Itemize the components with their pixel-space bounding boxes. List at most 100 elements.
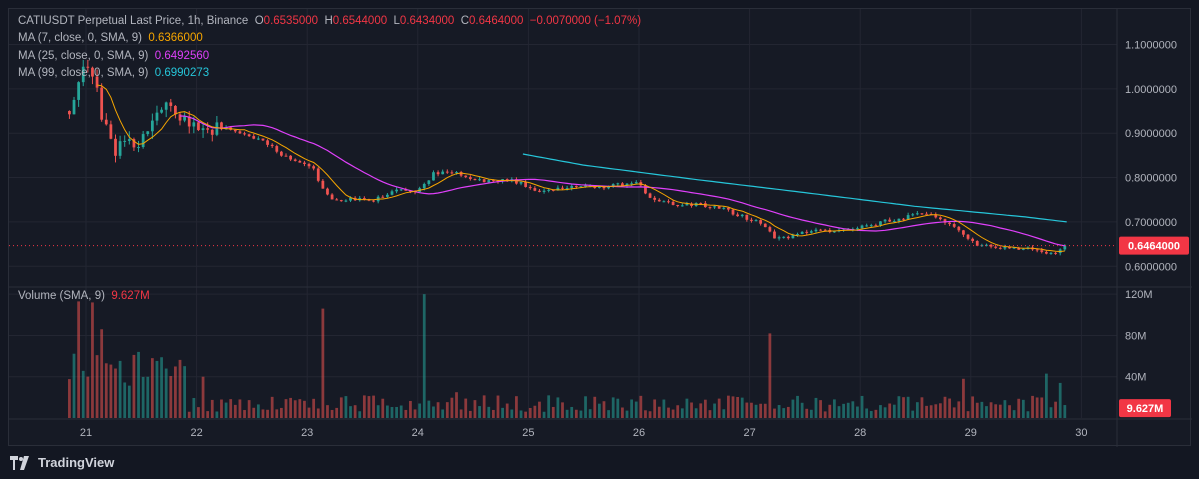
candle [962, 229, 965, 238]
candle-body [1012, 247, 1016, 249]
volume-bar [418, 403, 422, 418]
candle-body [630, 183, 634, 185]
symbol-ohlc-legend: CATIUSDT Perpetual Last Price, 1h, Binan… [18, 15, 641, 27]
candle-body [897, 218, 901, 221]
candle-body [902, 218, 905, 220]
candle-body [574, 185, 578, 188]
candle-body [791, 234, 795, 239]
candle-body [160, 109, 163, 113]
ma7-legend[interactable]: MA (7, close, 0, SMA, 9) 0.6366000 [18, 32, 203, 44]
volume-bar [805, 408, 809, 418]
candle-body [491, 180, 495, 182]
volume-bar [464, 398, 468, 418]
volume-bar [943, 396, 947, 418]
volume-bar [1044, 373, 1048, 418]
candle-body [786, 236, 790, 239]
candle [957, 225, 961, 233]
candle [823, 228, 827, 231]
candle [132, 137, 136, 151]
candle-body [91, 67, 94, 77]
ma25-value: 0.6492560 [154, 50, 210, 62]
candle-body [178, 114, 182, 121]
candle-body [800, 231, 804, 235]
grid [9, 9, 1117, 418]
candle-body [957, 226, 961, 231]
candle [1049, 251, 1053, 255]
candle-body [210, 129, 214, 135]
candle [326, 187, 329, 196]
volume-bar [1021, 399, 1025, 418]
candle [819, 228, 822, 231]
candle [114, 134, 117, 163]
candle [754, 219, 758, 222]
volume-bar [634, 401, 638, 418]
candle [187, 110, 191, 134]
volume-bar [657, 406, 661, 418]
volume-bar [123, 382, 127, 418]
last-volume-label: 9.627M [1127, 403, 1164, 415]
candle-body [819, 229, 822, 231]
volume-bar [759, 403, 763, 418]
volume-bar [330, 409, 334, 418]
candle [270, 143, 274, 149]
candle [948, 221, 951, 227]
candle [146, 131, 150, 137]
volume-bar [902, 397, 905, 418]
candle [298, 159, 302, 163]
candle [939, 216, 942, 221]
volume-bar [491, 409, 495, 418]
volume-legend[interactable]: Volume (SMA, 9) 9.627M [18, 290, 150, 302]
volume-bar [865, 408, 869, 418]
candle [736, 212, 740, 217]
candle-body [183, 116, 187, 121]
candle-body [298, 160, 302, 163]
volume-tick-label: 80M [1125, 330, 1146, 342]
candle-body [745, 214, 749, 220]
volume-bar [722, 409, 726, 418]
candle-body [284, 155, 288, 157]
candle-body [731, 209, 735, 215]
volume-bar [91, 302, 94, 418]
volume-bar [174, 366, 177, 418]
volume-bar [768, 333, 772, 418]
candle [358, 195, 362, 202]
volume-bar [353, 405, 357, 418]
candle [777, 235, 781, 241]
tradingview-logo[interactable]: TradingView [10, 455, 114, 470]
candle-body [201, 128, 205, 131]
candle-body [114, 138, 117, 156]
candle-body [197, 122, 200, 131]
volume-bar [676, 405, 680, 418]
candle [773, 229, 776, 239]
ma25-legend[interactable]: MA (25, close, 0, SMA, 9) 0.6492560 [18, 50, 209, 62]
candle-body [482, 179, 486, 183]
volume-bar [459, 409, 463, 418]
candle [975, 240, 979, 247]
candle-body [768, 227, 772, 232]
candle-body [487, 180, 491, 183]
volume-bar [703, 399, 707, 418]
candle [473, 178, 477, 181]
volume-bar [256, 404, 260, 418]
candle-body [727, 207, 730, 210]
candle [86, 59, 90, 73]
candle-body [565, 188, 569, 190]
candle-body [275, 146, 279, 152]
last-price-tag [1119, 236, 1189, 255]
ma99-legend[interactable]: MA (99, close, 0, SMA, 9) 0.6990273 [18, 67, 209, 79]
time-tick-label: 24 [412, 427, 424, 439]
volume-bar [745, 402, 749, 418]
candle [708, 206, 712, 210]
candle [178, 112, 182, 126]
candle [312, 164, 316, 171]
candle [293, 158, 297, 162]
low-label: L [393, 15, 400, 27]
tradingview-logo-icon [10, 455, 29, 470]
candlestick-chart[interactable]: 0.6464000 9.627M 1.1000000 1.0000000 0.90000… [9, 9, 1192, 447]
candle-body [879, 221, 882, 226]
candle-body [524, 181, 528, 187]
candle-body [528, 186, 532, 189]
candle-body [994, 246, 998, 248]
candle-body [109, 124, 113, 139]
volume-bar [915, 402, 919, 418]
